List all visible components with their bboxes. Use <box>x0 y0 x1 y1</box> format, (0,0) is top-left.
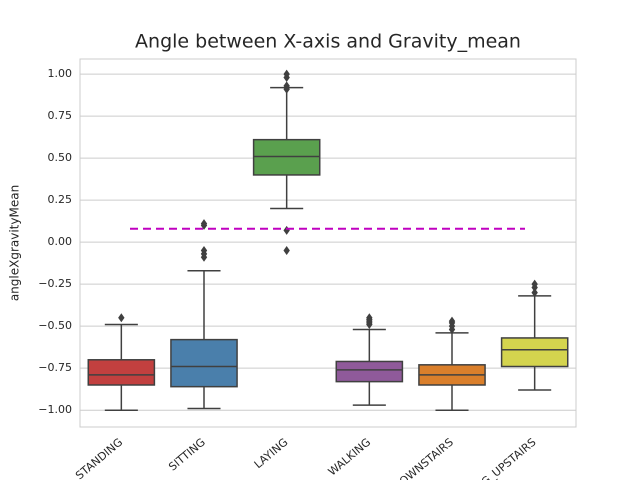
y-axis-label: angleXgravityMean <box>8 185 22 301</box>
y-tick-label: −0.25 <box>38 277 72 290</box>
y-tick-label: −0.75 <box>38 361 72 374</box>
outlier <box>283 246 290 256</box>
box <box>170 338 238 388</box>
y-tick-label: −1.00 <box>38 403 72 416</box>
outlier <box>200 220 208 230</box>
outlier <box>531 283 538 293</box>
outlier <box>283 225 290 235</box>
x-tick-label: WALKING <box>326 436 374 479</box>
y-tick-label: −0.50 <box>38 319 72 332</box>
outlier <box>283 72 290 82</box>
y-tick-label: 0.25 <box>48 193 73 206</box>
box <box>500 337 569 368</box>
x-tick-label: LAYING <box>252 436 291 472</box>
outlier <box>283 84 290 94</box>
box <box>87 359 156 386</box>
outlier <box>448 325 456 335</box>
x-tick-label: SITTING <box>166 436 208 474</box>
outlier <box>366 319 373 329</box>
x-tick-label: WALKING_UPSTAIRS <box>446 436 538 480</box>
y-tick-label: 0.00 <box>48 235 73 248</box>
chart-title: Angle between X-axis and Gravity_mean <box>135 31 521 53</box>
outlier <box>118 313 125 323</box>
y-tick-label: 0.50 <box>48 151 73 164</box>
y-tick-label: 0.75 <box>48 109 73 122</box>
x-tick-label: STANDING <box>73 436 125 480</box>
plot-frame <box>79 58 577 428</box>
box <box>335 360 404 383</box>
box <box>252 138 321 176</box>
outlier <box>200 252 208 262</box>
y-tick-label: 1.00 <box>48 67 73 80</box>
outlier <box>531 288 538 298</box>
